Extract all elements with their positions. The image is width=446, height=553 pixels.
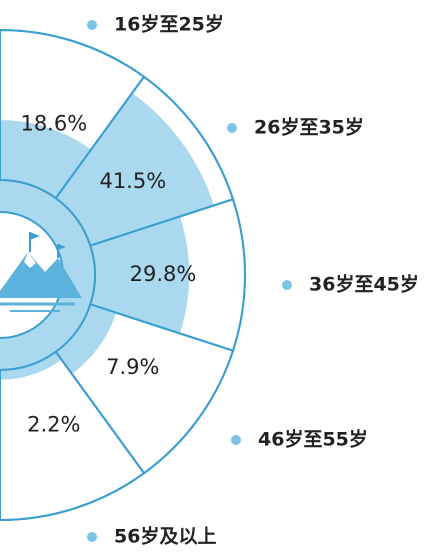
value-label: 29.8%	[130, 262, 197, 286]
legend-label: 46岁至55岁	[258, 428, 368, 451]
bar	[0, 120, 92, 199]
legend-marker	[231, 435, 241, 445]
bar	[55, 92, 214, 246]
legend-label: 26岁至35岁	[254, 116, 364, 139]
center-icon	[0, 211, 82, 339]
legend-label: 16岁至25岁	[114, 13, 224, 36]
value-label: 41.5%	[99, 169, 166, 193]
legend-marker	[227, 123, 237, 133]
legend-marker	[87, 532, 97, 542]
legend-label: 56岁及以上	[114, 525, 216, 548]
legend-marker	[282, 280, 292, 290]
value-label: 2.2%	[27, 412, 80, 436]
legend-label: 36岁至45岁	[309, 273, 419, 296]
value-label: 7.9%	[106, 355, 159, 379]
bar	[90, 216, 190, 334]
legend-marker	[87, 20, 97, 30]
value-label: 18.6%	[20, 112, 87, 136]
segment-border	[0, 350, 146, 522]
bar	[55, 304, 117, 374]
plot	[0, 28, 246, 522]
